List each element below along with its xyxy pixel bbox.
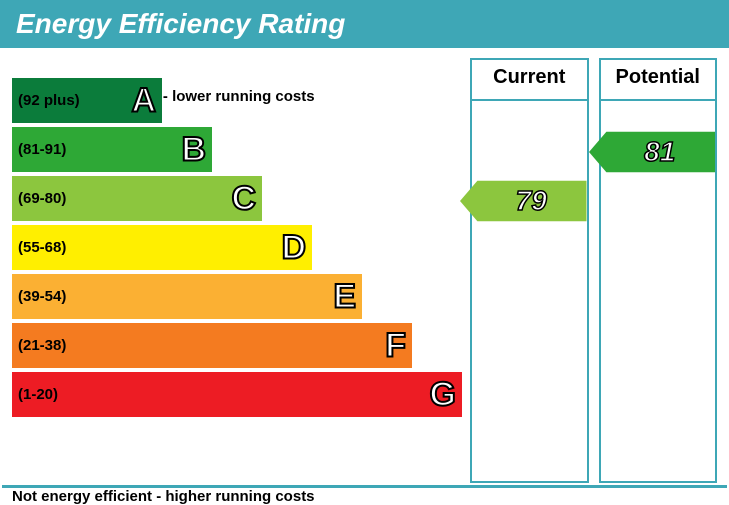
current-header: Current	[472, 60, 587, 101]
band-range: (55-68)	[18, 239, 66, 256]
rating-columns: Current 79 Potential 81	[470, 58, 717, 483]
band-fill: (21-38) F	[12, 323, 412, 368]
band-a: (92 plus) A	[12, 78, 462, 123]
band-range: (69-80)	[18, 190, 66, 207]
band-fill: (81-91) B	[12, 127, 212, 172]
band-range: (92 plus)	[18, 92, 80, 109]
current-arrow-value: 79	[468, 185, 595, 217]
potential-column: Potential 81	[599, 58, 718, 483]
band-range: (1-20)	[18, 386, 58, 403]
band-g: (1-20) G	[12, 372, 462, 417]
chart-body: Very energy efficient - lower running co…	[0, 48, 729, 503]
potential-arrow-value: 81	[597, 136, 724, 168]
band-f: (21-38) F	[12, 323, 462, 368]
title-text: Energy Efficiency Rating	[16, 8, 345, 39]
band-fill: (69-80) C	[12, 176, 262, 221]
potential-header: Potential	[601, 60, 716, 101]
band-letter: E	[333, 277, 356, 316]
bottom-border	[2, 485, 727, 488]
band-letter: F	[385, 326, 406, 365]
potential-arrow: 81	[589, 131, 716, 173]
band-range: (21-38)	[18, 337, 66, 354]
band-fill: (39-54) E	[12, 274, 362, 319]
band-letter: B	[181, 130, 206, 169]
band-fill: (55-68) D	[12, 225, 312, 270]
band-letter: G	[430, 375, 456, 414]
inefficient-label: Not energy efficient - higher running co…	[12, 488, 315, 505]
band-letter: C	[231, 179, 256, 218]
title-bar: Energy Efficiency Rating	[0, 0, 729, 48]
epc-chart: Energy Efficiency Rating Very energy eff…	[0, 0, 729, 500]
current-column: Current 79	[470, 58, 589, 483]
band-e: (39-54) E	[12, 274, 462, 319]
band-fill: (1-20) G	[12, 372, 462, 417]
band-d: (55-68) D	[12, 225, 462, 270]
band-fill: (92 plus) A	[12, 78, 162, 123]
current-arrow: 79	[460, 180, 587, 222]
band-letter: A	[131, 81, 156, 120]
band-range: (81-91)	[18, 141, 66, 158]
band-c: (69-80) C	[12, 176, 462, 221]
band-letter: D	[281, 228, 306, 267]
band-range: (39-54)	[18, 288, 66, 305]
band-b: (81-91) B	[12, 127, 462, 172]
bands-area: (92 plus) A (81-91) B (69-80) C (55-68) D (39-54…	[12, 78, 462, 421]
